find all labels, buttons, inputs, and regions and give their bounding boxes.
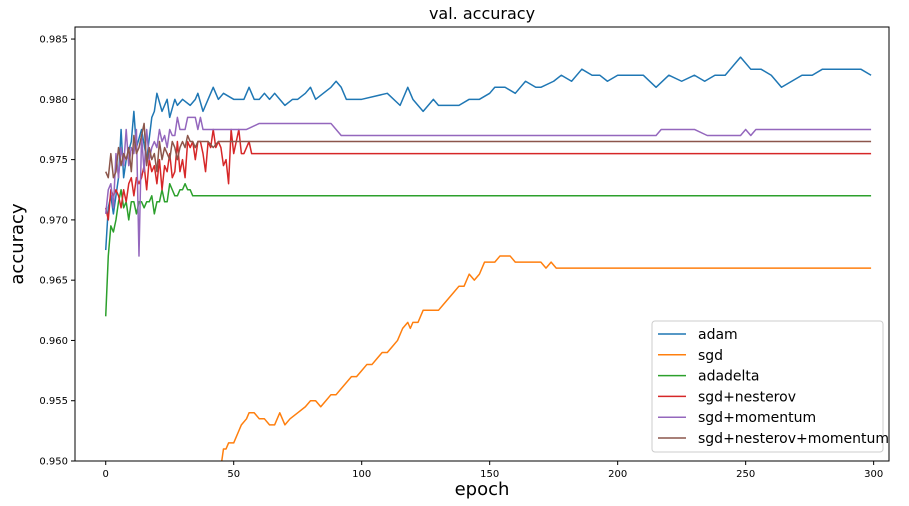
y-tick-label: 0.955: [39, 396, 68, 407]
x-tick-label: 300: [864, 469, 883, 480]
y-tick-label: 0.975: [39, 155, 68, 166]
legend-entry: sgd: [698, 348, 723, 364]
y-axis: 0.950 0.955 0.960 0.965 0.970 0.975 0.980 0.985: [39, 35, 75, 468]
series-line-sgd-nesterov: [104, 128, 872, 221]
x-tick-label: 200: [608, 469, 627, 480]
y-tick-label: 0.985: [39, 35, 68, 46]
plot-frame: [74, 26, 890, 462]
y-axis-label: accuracy: [7, 203, 28, 285]
x-tick-label: 100: [352, 469, 371, 480]
y-tick-label: 0.970: [39, 215, 68, 226]
x-tick-label: 0: [103, 469, 109, 480]
legend-box: [651, 320, 884, 453]
x-axis-label: epoch: [455, 479, 510, 500]
x-tick-label: 50: [227, 469, 240, 480]
legend-entry: adadelta: [698, 369, 760, 385]
series-line-sgd: [221, 255, 872, 461]
series-line-sgd-nesterov-momentum: [105, 122, 872, 179]
series-line-adam: [104, 56, 872, 251]
legend-entry: sgd+nesterov+momentum: [698, 431, 889, 447]
y-tick-label: 0.980: [39, 95, 68, 106]
legend-entry: sgd+nesterov: [698, 389, 796, 405]
y-tick-label: 0.950: [39, 457, 68, 468]
x-tick-label: 250: [736, 469, 755, 480]
series-line-sgd-momentum: [104, 116, 872, 257]
x-axis: 0 50 100 150 200 250 300: [103, 461, 883, 480]
y-tick-label: 0.960: [39, 336, 68, 347]
y-tick-label: 0.965: [39, 276, 68, 287]
legend-entry: adam: [698, 327, 738, 343]
series-layer: [104, 56, 872, 461]
series-line-adadelta: [104, 182, 872, 317]
legend-entry: sgd+momentum: [698, 410, 816, 426]
legend: adam sgd adadelta sgd+nesterov sgd+momentum s…: [651, 320, 889, 453]
x-tick-label: 150: [480, 469, 499, 480]
chart-title: val. accuracy: [429, 4, 535, 23]
